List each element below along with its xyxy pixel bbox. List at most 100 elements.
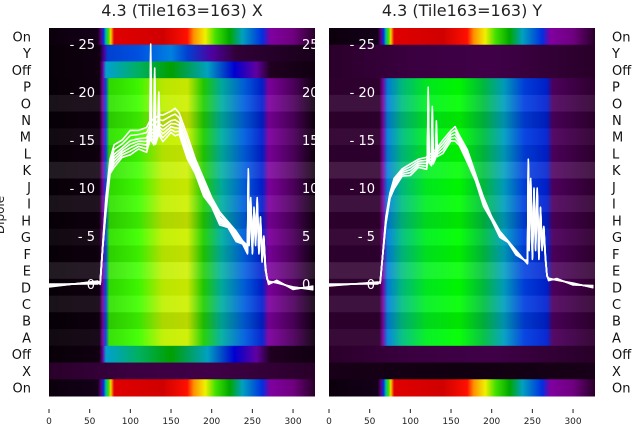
heatmap-row: [49, 44, 315, 62]
row-label: I: [612, 198, 616, 213]
heatmap-row-shade: [329, 245, 595, 263]
heatmap-row: [49, 278, 315, 297]
row-label: L: [612, 148, 620, 163]
xtick-label: 0: [326, 417, 332, 427]
overlay-ytick-label-edge: 25: [302, 38, 319, 53]
heatmap-row: [49, 78, 315, 96]
heatmap-row-shade: [49, 278, 315, 296]
overlay-ytick-label-edge: 20: [302, 86, 319, 101]
heatmap-row-shade: [329, 329, 595, 346]
row-label: On: [612, 382, 630, 397]
row-label: X: [22, 365, 31, 380]
row-label: C: [22, 298, 31, 313]
row-label: G: [21, 231, 31, 246]
row-label: B: [22, 315, 31, 330]
heatmap-row-shade: [329, 161, 595, 179]
heatmap-row: [49, 329, 315, 347]
row-label: J: [611, 181, 616, 196]
row-label: F: [24, 248, 31, 263]
overlay-ytick-label-edge: 10: [302, 182, 319, 197]
heatmap-row: [329, 28, 595, 46]
xtick-label: 0: [46, 417, 52, 427]
row-label: E: [612, 265, 620, 280]
heatmap-row-shade: [49, 262, 315, 279]
row-label: J: [26, 181, 31, 196]
row-label: E: [23, 265, 31, 280]
heatmap-row-shade: [329, 94, 595, 112]
spectrum-lines: [49, 43, 314, 291]
heatmap-row-shade: [49, 161, 315, 179]
overlay-ytick-label: - 15: [350, 134, 375, 149]
heatmap-row: [49, 245, 315, 263]
heatmap-row: [49, 345, 315, 364]
heatmap-row-shade: [329, 312, 595, 330]
row-label: N: [612, 114, 622, 129]
xtick-label: 200: [483, 417, 500, 427]
heatmap-row: [49, 312, 315, 330]
row-label: Off: [612, 64, 632, 79]
spectrum-lines: [329, 86, 594, 289]
heatmap-row-shade: [49, 329, 315, 346]
heatmap-row-shade: [49, 94, 315, 112]
heatmap-row: [329, 379, 595, 397]
row-label: On: [13, 30, 31, 45]
heatmap-row: [329, 128, 595, 146]
overlay-ytick-label: - 15: [70, 134, 95, 149]
row-label: X: [612, 365, 621, 380]
overlay-ytick-label: - 25: [70, 38, 95, 53]
spectrum-line: [329, 104, 594, 287]
heatmap-row: [329, 278, 595, 297]
xtick-label: 250: [244, 417, 261, 427]
heatmap-row-shade: [49, 245, 315, 263]
row-label: Off: [12, 64, 32, 79]
row-label: Off: [612, 348, 632, 363]
row-label: D: [21, 281, 31, 296]
xtick-label: 100: [122, 417, 139, 427]
row-label: I: [27, 198, 31, 213]
overlay-ytick-label-edge: 0: [302, 278, 310, 293]
heatmap-row: [329, 345, 595, 364]
heatmap-row-shade: [49, 212, 315, 229]
row-label: D: [612, 281, 622, 296]
heatmap-row-shade: [49, 78, 315, 95]
overlay-ytick-label: 0: [87, 278, 95, 293]
row-label: A: [22, 332, 31, 347]
row-label: C: [612, 298, 621, 313]
heatmap-row-shade: [49, 195, 315, 212]
heatmap-row: [49, 28, 315, 46]
overlay-ytick-label: - 5: [358, 230, 375, 245]
row-label: H: [612, 214, 622, 229]
heatmap-row: [329, 44, 595, 62]
heatmap-row: [329, 61, 595, 79]
heatmap-row: [329, 145, 595, 163]
heatmap-row: [329, 312, 595, 330]
row-label: F: [612, 248, 619, 263]
row-label: B: [612, 315, 621, 330]
panel-title: 4.3 (Tile163=163) X: [101, 1, 263, 20]
heatmap-row-shade: [329, 78, 595, 95]
heatmap-row-shade: [329, 212, 595, 229]
heatmap-row-shade: [49, 295, 315, 313]
xtick-label: 100: [402, 417, 419, 427]
heatmap-row: [49, 61, 315, 79]
xtick-label: 50: [84, 417, 96, 427]
row-label: K: [22, 164, 31, 179]
heatmap-row-shade: [49, 312, 315, 330]
row-label: P: [23, 81, 31, 96]
xtick-label: 150: [442, 417, 459, 427]
heatmap-row: [329, 111, 595, 129]
heatmap-row: [329, 362, 595, 380]
heatmap-row-shade: [329, 262, 595, 279]
row-label: H: [21, 214, 31, 229]
overlay-ytick-label: - 20: [70, 86, 95, 101]
heatmap-row-shade: [329, 145, 595, 162]
xtick-label: 50: [364, 417, 376, 427]
row-label: Y: [611, 47, 620, 62]
row-label: O: [21, 97, 31, 112]
row-label: K: [612, 164, 621, 179]
xtick-label: 200: [203, 417, 220, 427]
row-label: L: [24, 148, 32, 163]
heatmap-row: [49, 94, 315, 113]
heatmap-row: [329, 262, 595, 280]
row-label: G: [612, 231, 622, 246]
